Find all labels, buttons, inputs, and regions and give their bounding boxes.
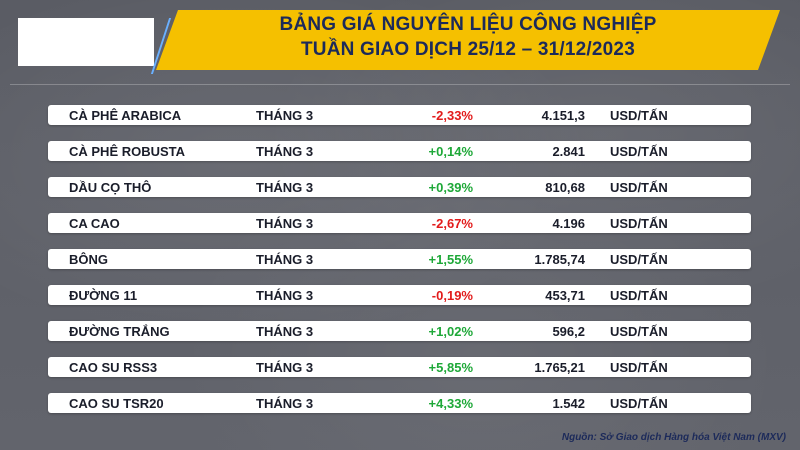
price-unit: USD/TẤN (610, 216, 668, 231)
source-note: Nguồn: Sở Giao dịch Hàng hóa Việt Nam (M… (561, 432, 786, 443)
price-value: 1.785,74 (534, 252, 585, 267)
price-unit: USD/TẤN (610, 288, 668, 303)
price-change: +4,33% (428, 396, 473, 411)
contract-month: THÁNG 3 (256, 144, 314, 159)
title-line-1: BẢNG GIÁ NGUYÊN LIỆU CÔNG NGHIỆP (279, 14, 657, 35)
price-unit: USD/TẤN (610, 396, 668, 411)
title-banner (156, 10, 780, 70)
table-row: ĐƯỜNG 11 THÁNG 3 -0,19% 453,71 USD/TẤN (48, 285, 751, 305)
contract-month: THÁNG 3 (256, 108, 314, 123)
price-change: -0,19% (431, 288, 473, 303)
price-change: +0,39% (428, 180, 473, 195)
contract-month: THÁNG 3 (256, 396, 314, 411)
commodity-name: CAO SU TSR20 (69, 396, 164, 411)
price-unit: USD/TẤN (610, 324, 668, 339)
header-divider (10, 84, 790, 85)
commodity-name: CAO SU RSS3 (69, 360, 158, 375)
contract-month: THÁNG 3 (256, 180, 314, 195)
table-row: BÔNG THÁNG 3 +1,55% 1.785,74 USD/TẤN (48, 249, 751, 269)
table-row: CA CAO THÁNG 3 -2,67% 4.196 USD/TẤN (48, 213, 751, 233)
title-line-2: TUẦN GIAO DỊCH 25/12 – 31/12/2023 (301, 39, 635, 60)
commodity-name: CÀ PHÊ ROBUSTA (69, 144, 186, 159)
price-value: 4.151,3 (541, 108, 585, 123)
price-unit: USD/TẤN (610, 252, 668, 267)
price-value: 4.196 (552, 216, 585, 231)
contract-month: THÁNG 3 (256, 288, 314, 303)
price-change: -2,67% (431, 216, 473, 231)
price-value: 810,68 (545, 180, 585, 195)
price-change: -2,33% (431, 108, 473, 123)
price-change: +1,02% (428, 324, 473, 339)
contract-month: THÁNG 3 (256, 360, 314, 375)
price-value: 1.542 (552, 396, 585, 411)
price-change: +1,55% (428, 252, 473, 267)
commodity-name: CÀ PHÊ ARABICA (69, 108, 182, 123)
price-value: 453,71 (545, 288, 585, 303)
commodity-name: ĐƯỜNG TRẮNG (69, 324, 170, 339)
price-change: +5,85% (428, 360, 473, 375)
price-unit: USD/TẤN (610, 144, 668, 159)
contract-month: THÁNG 3 (256, 324, 314, 339)
commodity-name: BÔNG (69, 252, 108, 267)
page-title: BẢNG GIÁ NGUYÊN LIỆU CÔNG NGHIỆP TUẦN GI… (156, 12, 780, 62)
price-table: CÀ PHÊ ARABICA THÁNG 3 -2,33% 4.151,3 US… (48, 105, 751, 429)
table-row: DẦU CỌ THÔ THÁNG 3 +0,39% 810,68 USD/TẤN (48, 177, 751, 197)
price-unit: USD/TẤN (610, 360, 668, 375)
price-value: 2.841 (552, 144, 585, 159)
commodity-name: DẦU CỌ THÔ (69, 180, 152, 195)
commodity-name: ĐƯỜNG 11 (69, 288, 138, 303)
table-row: CAO SU TSR20 THÁNG 3 +4,33% 1.542 USD/TẤ… (48, 393, 751, 413)
price-unit: USD/TẤN (610, 180, 668, 195)
price-value: 596,2 (552, 324, 585, 339)
commodity-name: CA CAO (69, 216, 120, 231)
table-row: CÀ PHÊ ARABICA THÁNG 3 -2,33% 4.151,3 US… (48, 105, 751, 125)
price-unit: USD/TẤN (610, 108, 668, 123)
contract-month: THÁNG 3 (256, 252, 314, 267)
contract-month: THÁNG 3 (256, 216, 314, 231)
table-row: ĐƯỜNG TRẮNG THÁNG 3 +1,02% 596,2 USD/TẤN (48, 321, 751, 341)
price-change: +0,14% (428, 144, 473, 159)
price-value: 1.765,21 (534, 360, 585, 375)
table-row: CÀ PHÊ ROBUSTA THÁNG 3 +0,14% 2.841 USD/… (48, 141, 751, 161)
table-row: CAO SU RSS3 THÁNG 3 +5,85% 1.765,21 USD/… (48, 357, 751, 377)
logo-placeholder (18, 18, 154, 66)
